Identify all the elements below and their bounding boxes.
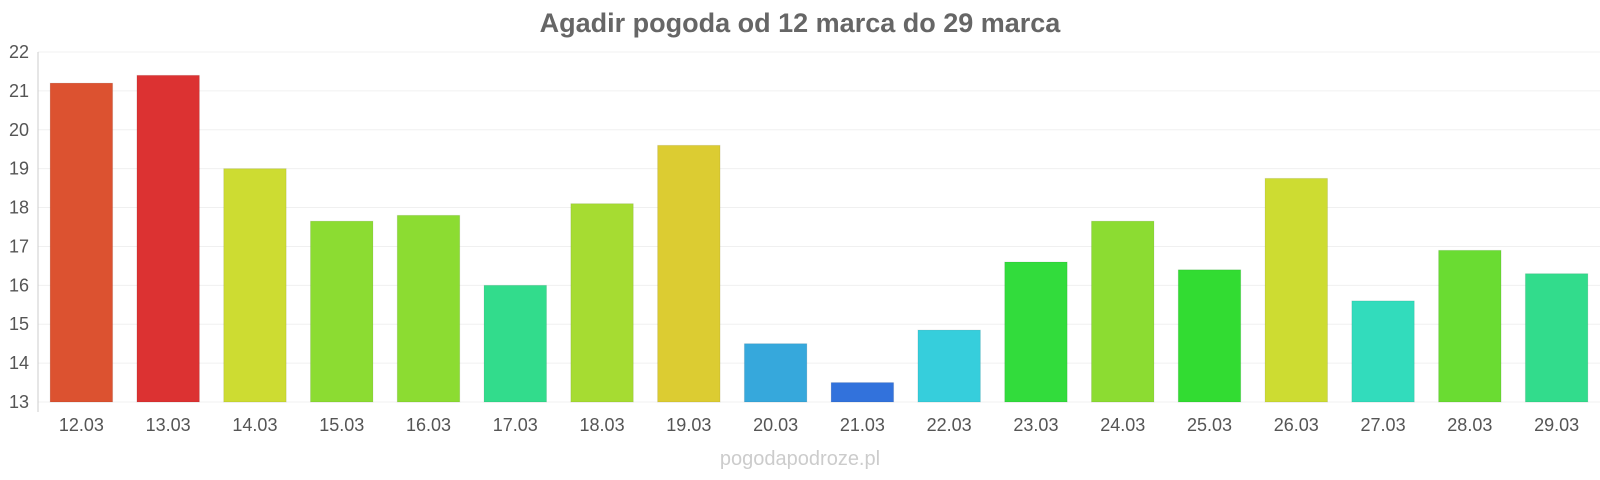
watermark-text: pogodapodroze.pl	[719, 448, 881, 470]
y-tick-label: 16	[9, 275, 29, 295]
x-tick-label: 15.03	[319, 415, 364, 435]
x-tick-label: 29.03	[1534, 415, 1579, 435]
bar	[1090, 220, 1155, 403]
x-tick-label: 17.03	[493, 415, 538, 435]
x-tick-label: 18.03	[580, 415, 625, 435]
bar	[1524, 273, 1589, 403]
x-tick-label: 16.03	[406, 415, 451, 435]
y-tick-label: 15	[9, 314, 29, 334]
x-tick-label: 12.03	[59, 415, 104, 435]
bar	[1004, 261, 1068, 403]
y-tick-label: 19	[9, 159, 29, 179]
bar	[830, 382, 895, 403]
x-tick-label: 26.03	[1274, 415, 1319, 435]
bar	[1264, 177, 1329, 403]
bar	[1438, 249, 1502, 403]
chart-title: Agadir pogoda od 12 marca do 29 marca	[539, 8, 1061, 38]
x-tick-label: 14.03	[232, 415, 277, 435]
bar	[223, 168, 287, 403]
y-tick-label: 20	[9, 120, 29, 140]
bar	[1177, 269, 1242, 403]
x-tick-label: 24.03	[1100, 415, 1145, 435]
y-tick-label: 22	[9, 42, 29, 62]
x-tick-label: 21.03	[840, 415, 885, 435]
x-tick-label: 25.03	[1187, 415, 1232, 435]
x-tick-label: 19.03	[666, 415, 711, 435]
bar	[917, 329, 981, 403]
x-tick-label: 22.03	[927, 415, 972, 435]
bar	[657, 144, 721, 403]
bar	[743, 343, 808, 403]
x-tick-label: 23.03	[1013, 415, 1058, 435]
y-tick-label: 18	[9, 198, 29, 218]
x-tick-label: 28.03	[1447, 415, 1492, 435]
bar	[309, 220, 374, 403]
y-tick-label: 13	[9, 392, 29, 412]
bar	[396, 214, 461, 403]
y-tick-label: 14	[9, 353, 29, 373]
x-tick-label: 13.03	[146, 415, 191, 435]
bar	[1351, 300, 1415, 403]
bar	[136, 74, 200, 403]
x-tick-label: 27.03	[1361, 415, 1406, 435]
x-tick-label: 20.03	[753, 415, 798, 435]
bar	[49, 82, 114, 403]
y-tick-label: 21	[9, 81, 29, 101]
bar	[483, 284, 548, 403]
bar	[570, 203, 634, 403]
y-tick-label: 17	[9, 236, 29, 256]
